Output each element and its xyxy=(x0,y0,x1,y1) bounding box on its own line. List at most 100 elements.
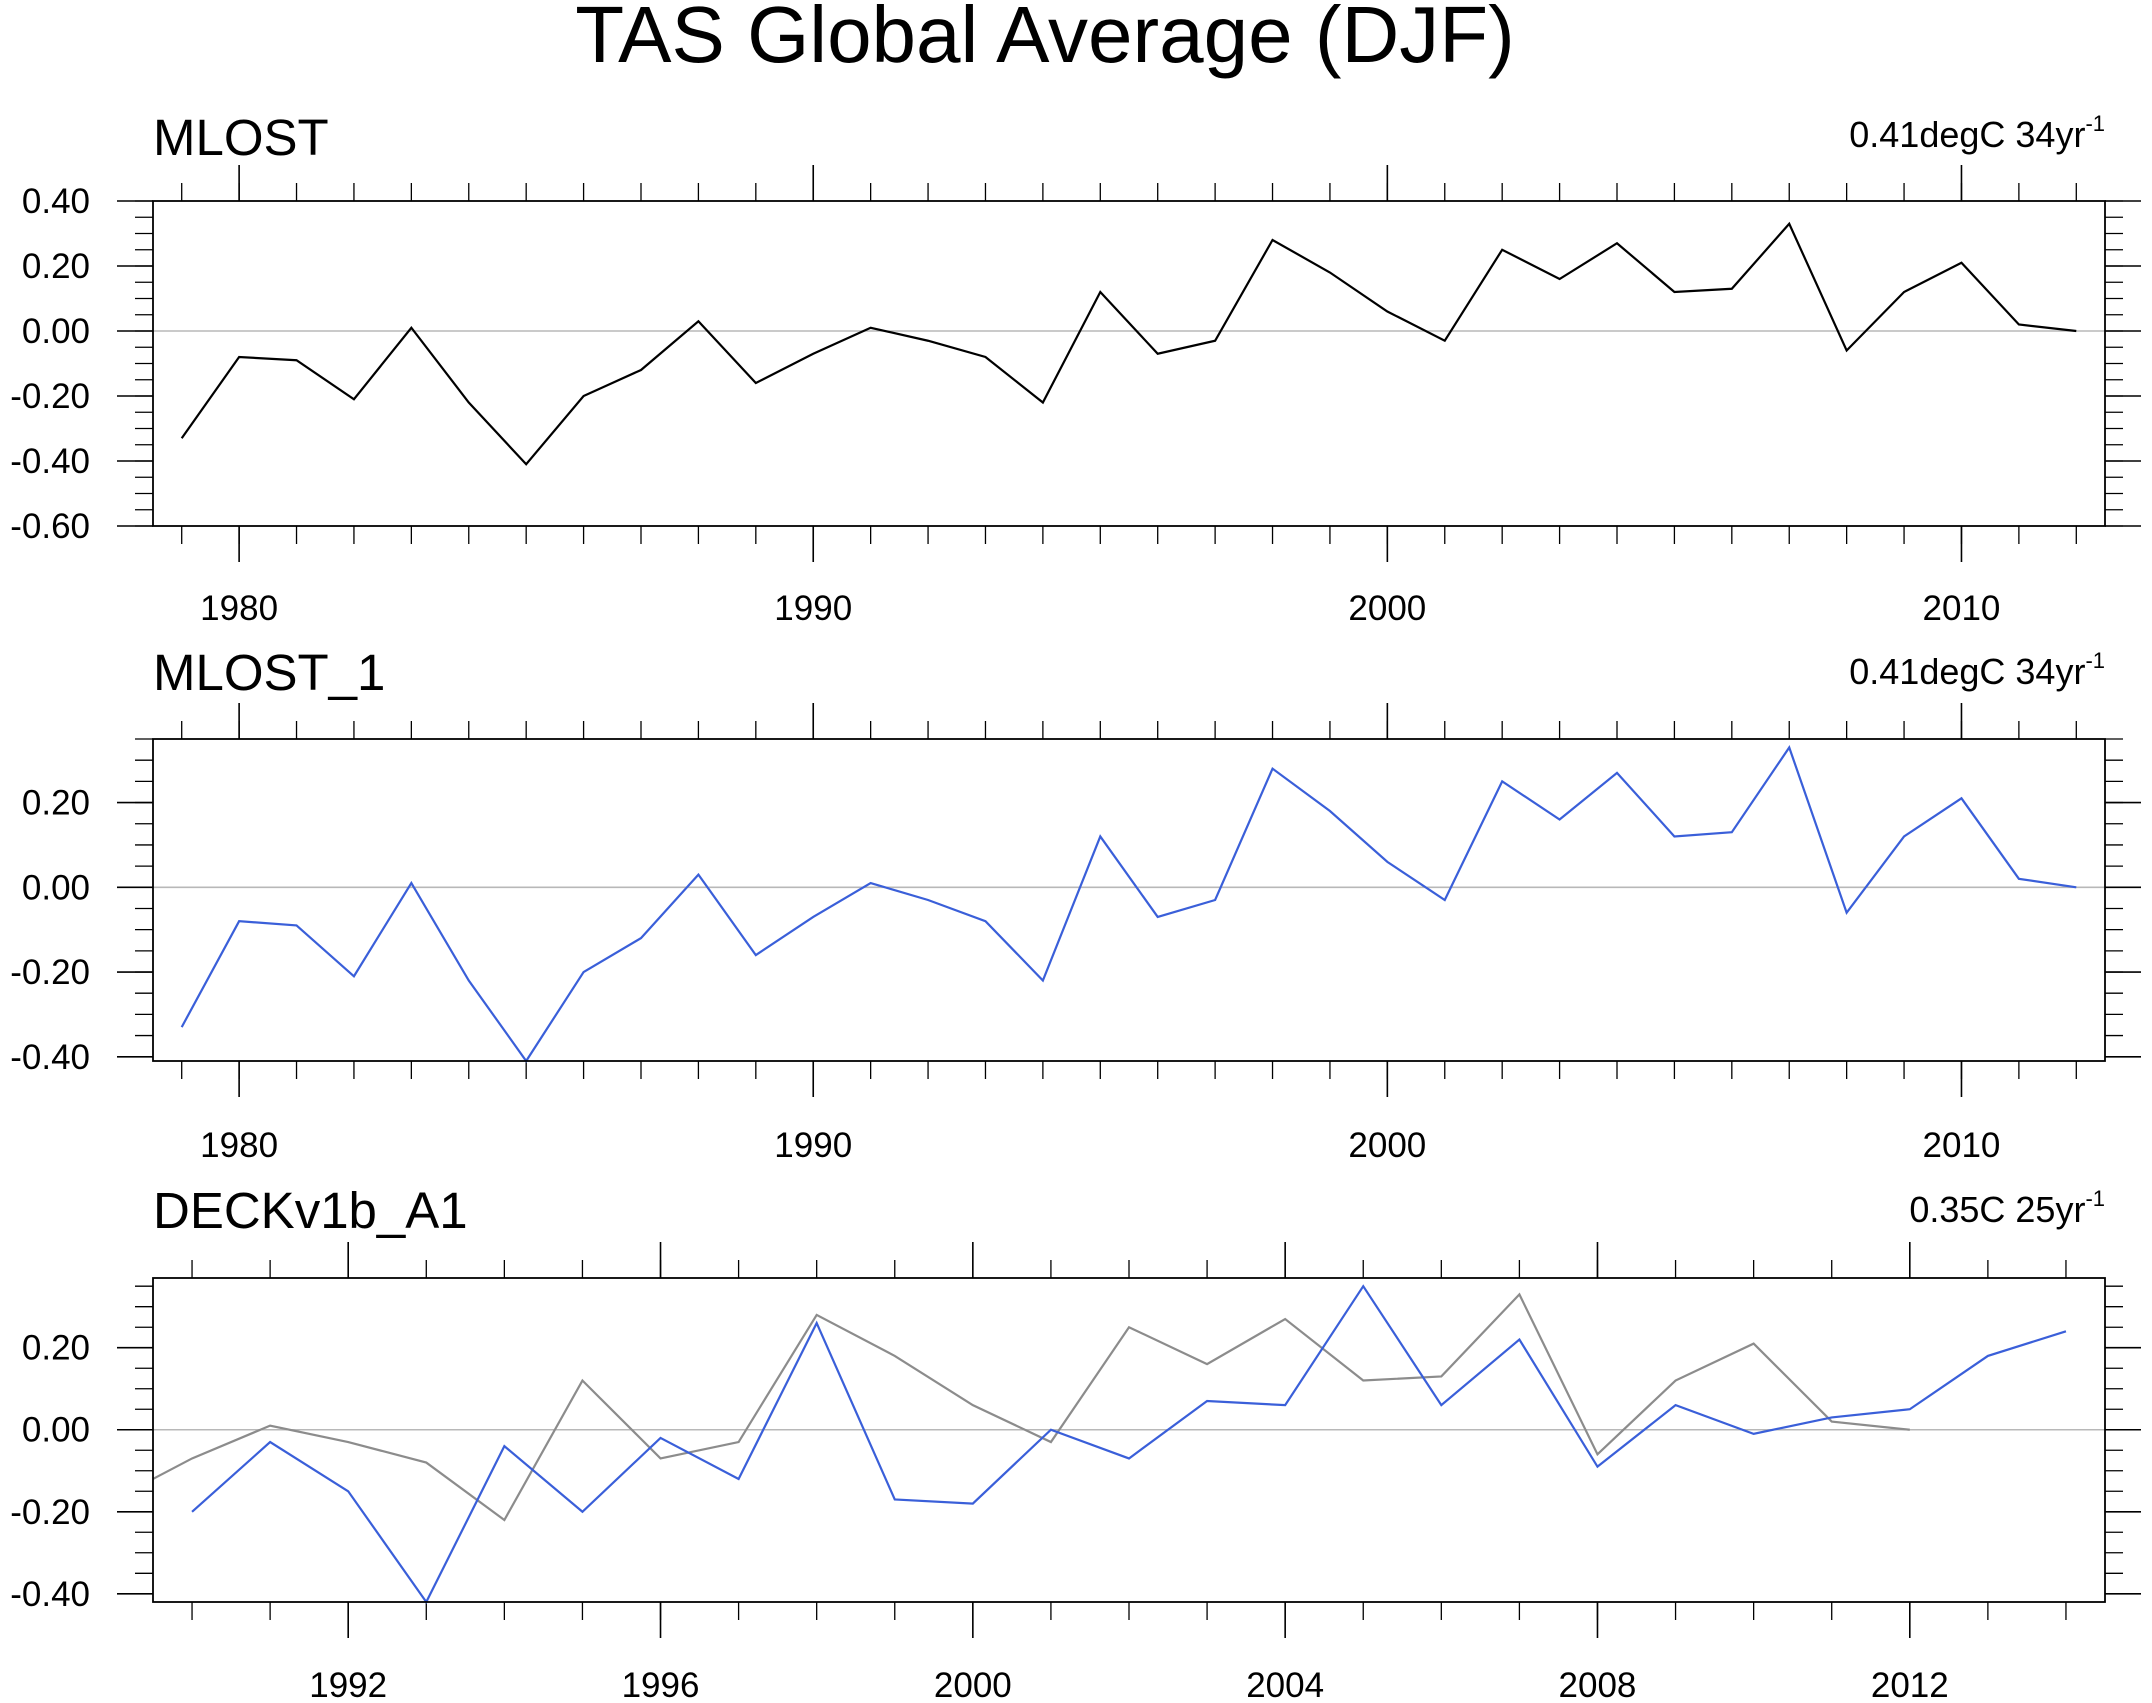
mlost-1-x-tick-label: 2010 xyxy=(1923,1126,2001,1165)
deckv1b-a1-series-0-point xyxy=(816,1314,817,1315)
deckv1b-a1-series-1-point xyxy=(1753,1433,1754,1434)
mlost-series-0-point xyxy=(1157,353,1158,354)
mlost-y-tick-label: 0.20 xyxy=(22,247,90,286)
mlost-series-0-point xyxy=(1617,243,1618,244)
mlost-series-0-point xyxy=(1789,223,1790,224)
mlost-1-series-0-point xyxy=(1215,900,1216,901)
mlost-series-0-point xyxy=(353,399,354,400)
mlost-1-series-0-point xyxy=(1444,900,1445,901)
deckv1b-a1-series-1-point xyxy=(1441,1405,1442,1406)
deckv1b-a1-series-line-1 xyxy=(191,1284,2067,1605)
mlost-1-series-0-point xyxy=(1387,861,1388,862)
deckv1b-a1-x-tick-label: 2004 xyxy=(1246,1666,1324,1703)
mlost-1-series-0-point xyxy=(1961,798,1962,799)
mlost-1-trend-label: 0.41degC 34yr-1 xyxy=(1849,648,2105,692)
mlost-1-series-0-point xyxy=(985,921,986,922)
mlost-y-tick-label: -0.60 xyxy=(10,507,90,546)
mlost-1-series-0-point xyxy=(1100,836,1101,837)
mlost-x-tick-label: 1990 xyxy=(774,589,852,628)
mlost-series-0-point xyxy=(468,402,469,403)
mlost-1-plot-frame xyxy=(152,738,2106,1062)
mlost-y-tick-label: -0.40 xyxy=(10,442,90,481)
mlost-series-0-point xyxy=(296,360,297,361)
mlost-series-0-point xyxy=(698,321,699,322)
mlost-y-tick-label: -0.20 xyxy=(10,377,90,416)
deckv1b-a1-series-1-point xyxy=(1129,1458,1130,1459)
deckv1b-a1-x-tick-label: 2008 xyxy=(1559,1666,1637,1703)
mlost-series-0-point xyxy=(1387,311,1388,312)
panel-mlost: MLOST 0.41degC 34yr-1 -0.60 -0.40 -0.20 0.00 0… xyxy=(10,109,2141,628)
deckv1b-a1-x-tick-label: 2012 xyxy=(1871,1666,1949,1703)
mlost-series-0-point xyxy=(1674,292,1675,293)
deckv1b-a1-series-0-point xyxy=(738,1442,739,1443)
deckv1b-a1-series-1-point xyxy=(738,1478,739,1479)
mlost-1-series-0-point xyxy=(698,874,699,875)
mlost-series-0-point xyxy=(181,438,182,439)
mlost-series-0-point xyxy=(526,464,527,465)
mlost-1-series-0-point xyxy=(813,916,814,917)
mlost-series-0-point xyxy=(641,370,642,371)
mlost-plot-frame xyxy=(152,200,2106,527)
deckv1b-a1-series-1-point xyxy=(816,1323,817,1324)
mlost-y-tick-label: 0.00 xyxy=(22,312,90,351)
mlost-1-y-tick-label: -0.20 xyxy=(10,953,90,992)
mlost-series-0-point xyxy=(1961,262,1962,263)
deckv1b-a1-series-1-point xyxy=(1987,1355,1988,1356)
deckv1b-a1-series-1-point xyxy=(348,1491,349,1492)
mlost-1-x-tick-label: 2000 xyxy=(1348,1126,1426,1165)
deckv1b-a1-series-1-point xyxy=(270,1442,271,1443)
mlost-series-0-point xyxy=(928,340,929,341)
deckv1b-a1-series-0-point xyxy=(1597,1454,1598,1455)
deckv1b-a1-series-1-point xyxy=(972,1503,973,1504)
deckv1b-a1-series-0-point xyxy=(1519,1294,1520,1295)
mlost-1-y-tick-label: -0.40 xyxy=(10,1038,90,1077)
deckv1b-a1-x-tick-label: 1996 xyxy=(622,1666,700,1703)
mlost-series-0-point xyxy=(239,357,240,358)
mlost-x-tick-label: 2000 xyxy=(1348,589,1426,628)
mlost-series-0-point xyxy=(870,327,871,328)
mlost-series-0-point xyxy=(1502,249,1503,250)
mlost-series-0-point xyxy=(985,357,986,358)
panel-mlost-1: MLOST_1 0.41degC 34yr-1 -0.40 -0.20 0.00 0.20… xyxy=(10,644,2141,1165)
mlost-x-tick-label: 2010 xyxy=(1923,589,2001,628)
mlost-1-series-0-point xyxy=(870,883,871,884)
mlost-series-0-point xyxy=(1731,288,1732,289)
deckv1b-a1-series-0-point xyxy=(1441,1376,1442,1377)
mlost-series-0-point xyxy=(1904,292,1905,293)
deckv1b-a1-series-1-point xyxy=(1909,1409,1910,1410)
mlost-1-series-0-point xyxy=(1502,781,1503,782)
deckv1b-a1-series-1-point xyxy=(504,1446,505,1447)
deckv1b-a1-series-1-point xyxy=(1597,1466,1598,1467)
mlost-1-series-0-point xyxy=(1559,819,1560,820)
mlost-1-series-0-point xyxy=(641,938,642,939)
mlost-1-series-0-point xyxy=(1846,912,1847,913)
mlost-1-series-0-point xyxy=(1731,832,1732,833)
deckv1b-a1-series-1-point xyxy=(582,1511,583,1512)
mlost-series-0-point xyxy=(2018,324,2019,325)
mlost-title: MLOST xyxy=(153,109,329,166)
mlost-series-0-point xyxy=(411,327,412,328)
mlost-series-line-0 xyxy=(180,221,2077,466)
mlost-1-series-0-point xyxy=(2018,878,2019,879)
mlost-1-series-0-point xyxy=(411,883,412,884)
mlost-1-series-0-point xyxy=(1904,836,1905,837)
mlost-series-0-point xyxy=(1444,340,1445,341)
mlost-1-y-tick-label: 0.00 xyxy=(22,868,90,907)
mlost-1-series-0-point xyxy=(928,900,929,901)
mlost-1-series-0-point xyxy=(1272,768,1273,769)
deckv1b-a1-series-1-point xyxy=(192,1511,193,1512)
deckv1b-a1-series-1-point xyxy=(1675,1405,1676,1406)
deckv1b-a1-series-0-point xyxy=(1831,1421,1832,1422)
deckv1b-a1-series-1-point xyxy=(1285,1405,1286,1406)
deckv1b-a1-series-1-point xyxy=(2065,1331,2066,1332)
mlost-1-series-0-point xyxy=(1674,836,1675,837)
mlost-1-series-0-point xyxy=(755,955,756,956)
mlost-1-series-0-point xyxy=(353,976,354,977)
mlost-series-0-point xyxy=(813,353,814,354)
mlost-1-series-0-point xyxy=(181,1027,182,1028)
deckv1b-a1-trend-label: 0.35C 25yr-1 xyxy=(1909,1186,2105,1230)
mlost-series-0-point xyxy=(1215,340,1216,341)
mlost-trend-label: 0.41degC 34yr-1 xyxy=(1849,111,2105,155)
mlost-1-series-line-0 xyxy=(180,745,2077,1063)
